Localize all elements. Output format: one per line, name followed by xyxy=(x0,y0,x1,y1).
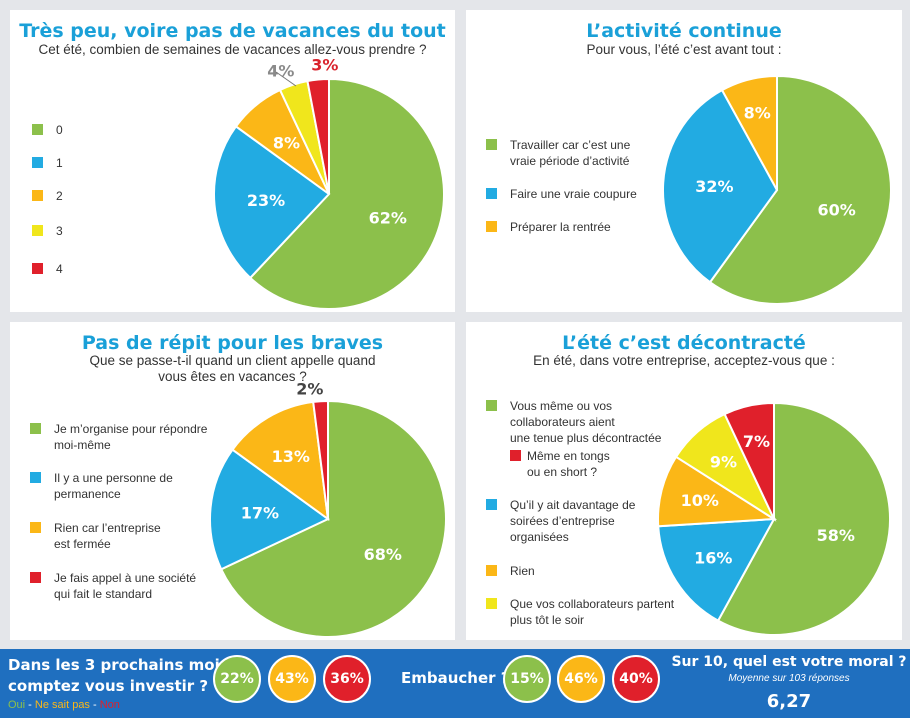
legend-item: Je m’organise pour répondre moi-même xyxy=(30,421,207,453)
legend-swatch xyxy=(486,139,497,150)
legend-swatch xyxy=(30,522,41,533)
hire-non-circle: 40% xyxy=(612,655,660,703)
legend-swatch xyxy=(486,188,497,199)
legend-nsp: Ne sait pas xyxy=(34,699,90,711)
legend-item: Rien xyxy=(486,563,535,579)
legend-item: Que vos collaborateurs partent plus tôt … xyxy=(486,596,674,628)
legend-oui: Oui xyxy=(8,699,26,711)
panel-activite: L’activité continue Pour vous, l’été c’e… xyxy=(466,10,902,312)
legend-item: Il y a une personne de permanence xyxy=(30,470,173,502)
legend-label: Rien car l’entreprise est fermée xyxy=(54,521,161,551)
legend-swatch xyxy=(486,565,497,576)
invest-oui-circle: 22% xyxy=(213,655,261,703)
legend-item: Vous même ou vos collaborateurs aient un… xyxy=(486,398,661,446)
legend-item: 2 xyxy=(32,188,63,204)
legend-swatch xyxy=(30,472,41,483)
legend-swatch xyxy=(486,221,497,232)
hire-question: Embaucher ? xyxy=(401,669,510,687)
legend-label: Qu’il y ait davantage de soirées d’entre… xyxy=(510,498,636,544)
legend-label: 1 xyxy=(56,156,63,170)
legend-item: 0 xyxy=(32,122,63,138)
hire-oui-circle: 15% xyxy=(503,655,551,703)
legend-item: 1 xyxy=(32,155,63,171)
panel-title: L’été c’est décontracté xyxy=(562,332,806,354)
legend-swatch xyxy=(486,598,497,609)
moral-value: 6,27 xyxy=(766,691,812,712)
legend-swatch xyxy=(486,499,497,510)
moral-note: Moyenne sur 103 réponses xyxy=(728,673,850,684)
panel-title: L’activité continue xyxy=(586,20,782,42)
legend-label: 0 xyxy=(56,123,63,137)
legend-swatch xyxy=(32,157,43,168)
legend-item: Faire une vraie coupure xyxy=(486,186,637,202)
legend-label: Travailler car c’est une vraie période d… xyxy=(510,138,631,168)
panel-subtitle: Pour vous, l’été c’est avant tout : xyxy=(586,42,782,57)
legend-swatch xyxy=(32,225,43,236)
legend-swatch xyxy=(30,423,41,434)
legend-label: Je fais appel à une société qui fait le … xyxy=(54,571,197,601)
invest-nsp-circle: 43% xyxy=(268,655,316,703)
legend-swatch xyxy=(32,263,43,274)
panel-decontracte: L’été c’est décontracté En été, dans vot… xyxy=(466,322,902,640)
panel-title: Pas de répit pour les braves xyxy=(81,332,384,354)
legend-swatch xyxy=(32,190,43,201)
legend-item: Je fais appel à une société qui fait le … xyxy=(30,570,196,602)
panel-repit: Pas de répit pour les braves Que se pass… xyxy=(10,322,455,640)
legend-swatch xyxy=(486,400,497,411)
legend-item: Travailler car c’est une vraie période d… xyxy=(486,137,630,169)
legend-label: Que vos collaborateurs partent plus tôt … xyxy=(510,597,675,627)
legend-swatch xyxy=(30,572,41,583)
footer-bar: Dans les 3 prochains mois, comptez vous … xyxy=(0,649,910,718)
legend-item: Qu’il y ait davantage de soirées d’entre… xyxy=(486,497,635,545)
legend-item: Préparer la rentrée xyxy=(486,219,611,235)
legend-label: Rien xyxy=(510,564,535,578)
legend-label: Faire une vraie coupure xyxy=(510,187,637,201)
panel-subtitle: En été, dans votre entreprise, acceptez-… xyxy=(533,353,835,368)
legend-swatch xyxy=(32,124,43,135)
hire-nsp-circle: 46% xyxy=(557,655,605,703)
legend-separator: - xyxy=(25,699,35,711)
panel-subtitle: Que se passe-t-il quand un client appell… xyxy=(89,353,376,384)
panel-title: Très peu, voire pas de vacances du tout xyxy=(19,20,446,42)
legend-label: 4 xyxy=(56,262,63,276)
legend-label: Il y a une personne de permanence xyxy=(54,471,173,501)
legend-label: Même en tongs ou en short ? xyxy=(527,449,610,479)
legend-item: 3 xyxy=(32,223,63,239)
panel-vacances: Très peu, voire pas de vacances du tout … xyxy=(10,10,455,312)
legend-item: 4 xyxy=(32,261,63,277)
legend-label: Je m’organise pour répondre moi-même xyxy=(54,422,208,452)
moral-question: Sur 10, quel est votre moral ? xyxy=(671,654,907,670)
invest-legend: Oui - Ne sait pas - Non xyxy=(8,699,120,711)
legend-separator: - xyxy=(89,699,100,711)
invest-question: Dans les 3 prochains mois, comptez vous … xyxy=(8,656,235,695)
legend-item: Rien car l’entreprise est fermée xyxy=(30,520,161,552)
legend-label: 2 xyxy=(56,189,63,203)
legend-non: Non xyxy=(99,699,120,711)
panel-subtitle: Cet été, combien de semaines de vacances… xyxy=(38,42,427,57)
legend-label: 3 xyxy=(56,224,63,238)
legend-label: Vous même ou vos collaborateurs aient un… xyxy=(510,399,662,445)
invest-non-circle: 36% xyxy=(323,655,371,703)
legend-item: Même en tongs ou en short ? xyxy=(510,448,610,480)
legend-swatch xyxy=(510,450,521,461)
legend-label: Préparer la rentrée xyxy=(510,220,611,234)
